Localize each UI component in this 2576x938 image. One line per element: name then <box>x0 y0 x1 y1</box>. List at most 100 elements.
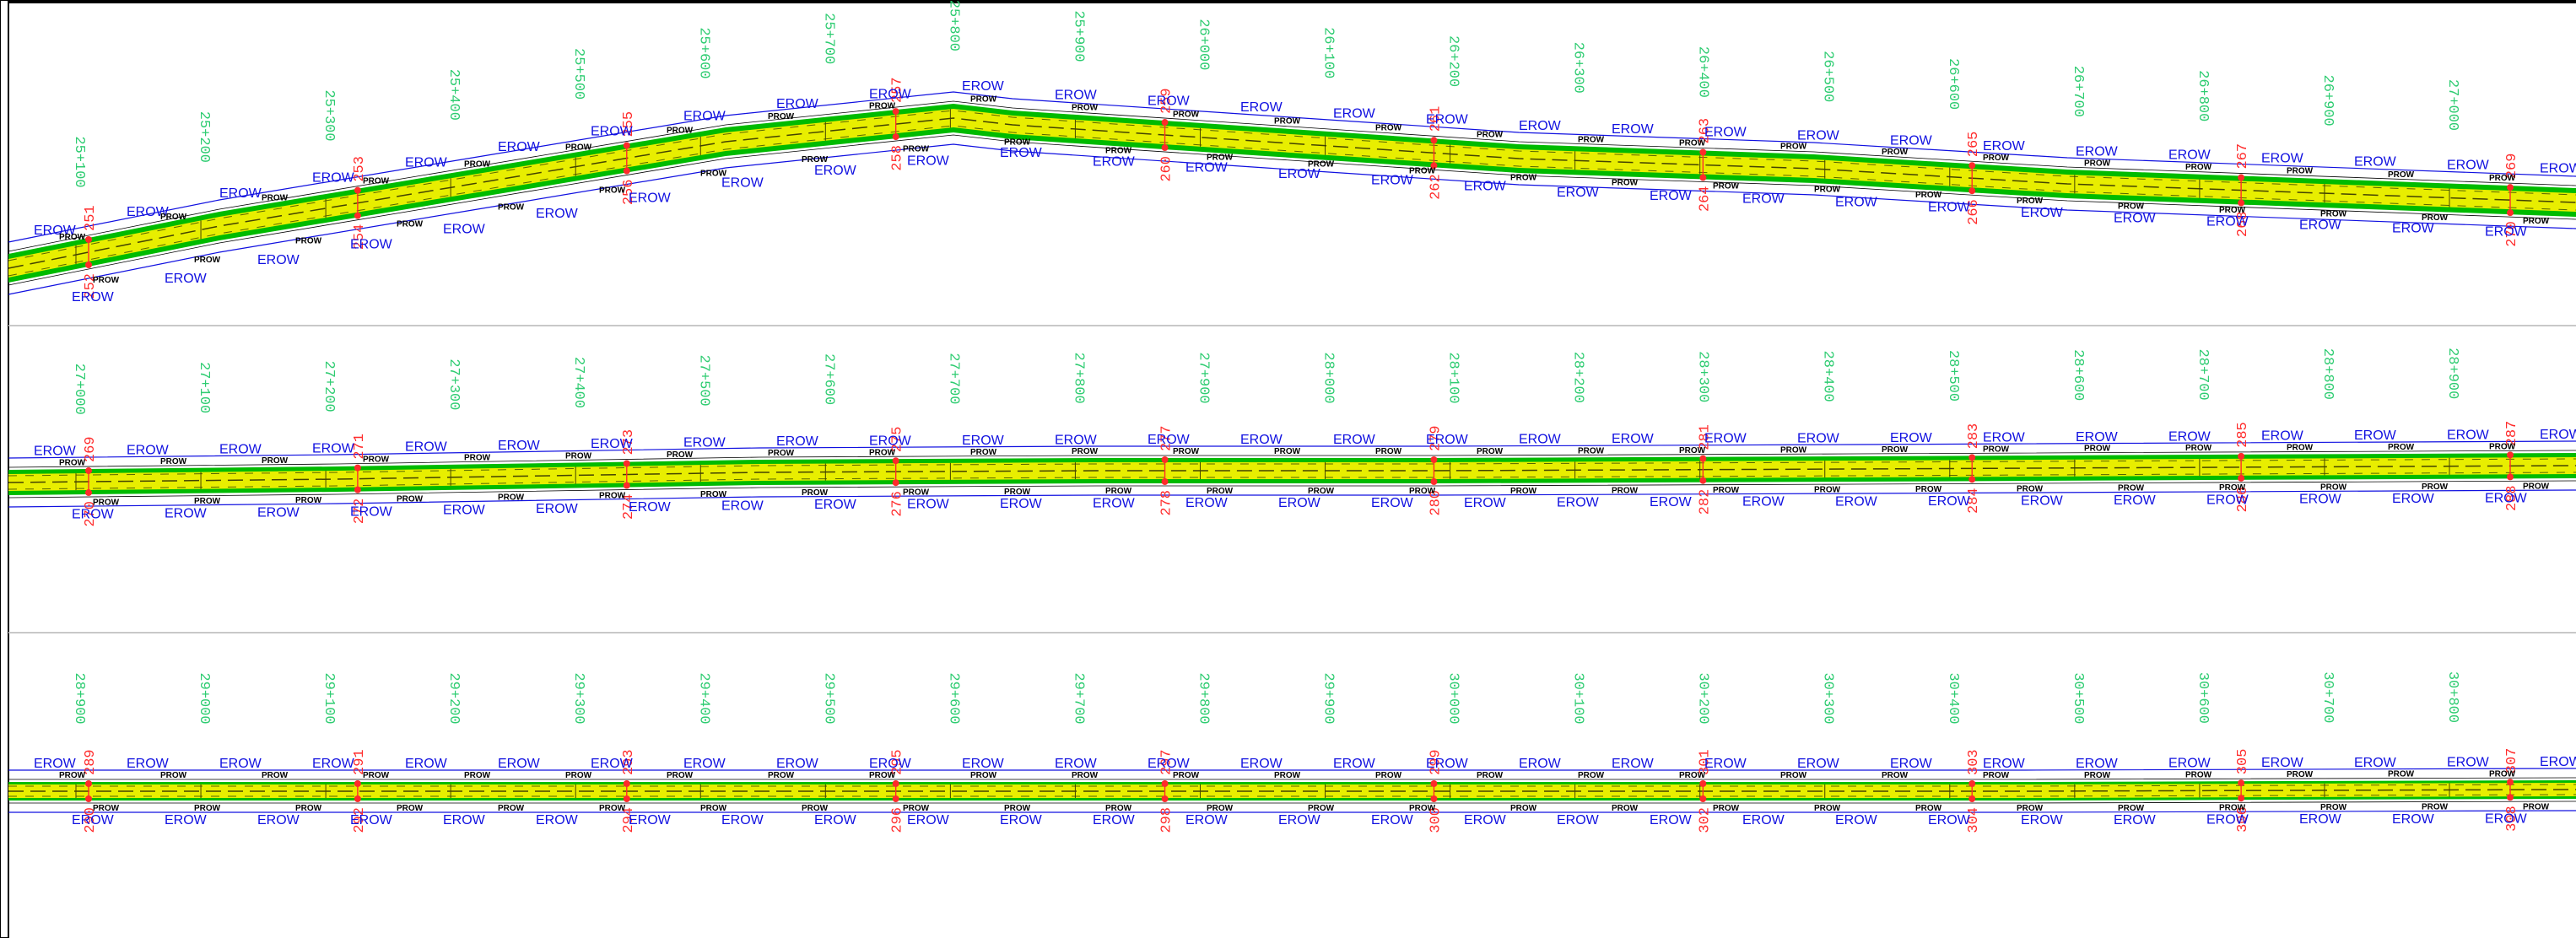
prow-label: PROW <box>1409 487 1436 496</box>
reference-point-label-bottom: 302 <box>1697 807 1713 833</box>
erow-label: EROW <box>2206 214 2249 229</box>
lane-line <box>8 784 2576 787</box>
station-label: 29+100 <box>321 672 337 724</box>
station-label: 28+100 <box>1445 352 1461 403</box>
station-label: 30+000 <box>1445 672 1461 724</box>
prow-label: PROW <box>363 771 390 780</box>
erow-label: EROW <box>962 79 1005 94</box>
reference-point-label-bottom: 294 <box>621 807 637 833</box>
prow-label: PROW <box>1578 446 1605 456</box>
erow-label: EROW <box>2540 161 2576 175</box>
erow-label: EROW <box>2485 811 2528 826</box>
reference-point-label-top: 273 <box>621 429 637 456</box>
reference-point-label-bottom: 286 <box>2235 487 2251 513</box>
station-label: 25+700 <box>820 13 836 64</box>
erow-label: EROW <box>1650 495 1693 509</box>
erow-label: EROW <box>814 498 857 512</box>
prow-label: PROW <box>1510 487 1537 496</box>
prow-label: PROW <box>2523 802 2550 811</box>
reference-point-bottom <box>1161 144 1169 152</box>
erow-label: EROW <box>1093 496 1136 510</box>
prow-label: PROW <box>903 488 930 497</box>
prow-label: PROW <box>1477 771 1504 780</box>
reference-point-label-top: 267 <box>2235 143 2251 170</box>
station-label: 25+300 <box>321 89 337 141</box>
prow-label: PROW <box>2388 770 2415 779</box>
station-label: 28+000 <box>1320 352 1337 403</box>
prow-label: PROW <box>1409 804 1436 813</box>
prow-label: PROW <box>1510 174 1537 183</box>
prow-label: PROW <box>295 804 322 813</box>
station-label: 27+100 <box>196 362 212 413</box>
station-label: 28+200 <box>1570 352 1586 403</box>
reference-point-bottom <box>354 212 361 219</box>
erow-label: EROW <box>962 757 1005 771</box>
prow-label: PROW <box>464 454 491 463</box>
reference-point-label-bottom: 282 <box>1697 489 1713 515</box>
erow-label: EROW <box>629 813 672 827</box>
prow-label: PROW <box>1105 147 1132 156</box>
erow-label: EROW <box>1185 496 1229 510</box>
station-label: 30+300 <box>1820 672 1836 724</box>
prow-label: PROW <box>1510 804 1537 813</box>
station-label: 28+900 <box>2444 348 2460 399</box>
reference-point-label-bottom: 278 <box>1159 490 1175 516</box>
prow-label: PROW <box>700 490 727 499</box>
prow-label: PROW <box>1004 137 1031 147</box>
erow-label: EROW <box>1519 433 1562 447</box>
erow-label: EROW <box>405 440 448 455</box>
station-label: 26+500 <box>1820 51 1836 102</box>
reference-point-bottom <box>1699 795 1707 802</box>
erow-label: EROW <box>257 813 300 827</box>
erow-label: EROW <box>350 238 393 252</box>
prow-label: PROW <box>565 771 592 780</box>
station-label: 29+200 <box>446 672 462 724</box>
station-label: 29+300 <box>570 672 586 724</box>
prow-label: PROW <box>498 804 525 813</box>
erow-label: EROW <box>2540 428 2576 442</box>
prow-label: PROW <box>2320 803 2347 812</box>
reference-point-bottom <box>623 482 630 489</box>
erow-label: EROW <box>34 224 77 238</box>
erow-label: EROW <box>721 813 764 827</box>
erow-label: EROW <box>1148 94 1191 109</box>
erow-label: EROW <box>498 439 541 453</box>
reference-point-label-top: 251 <box>83 205 99 231</box>
erow-label: EROW <box>1371 173 1414 187</box>
prow-label: PROW <box>397 804 424 813</box>
erow-label: EROW <box>776 434 819 449</box>
erow-label: EROW <box>1371 496 1414 510</box>
prow-label: PROW <box>498 203 525 213</box>
erow-label: EROW <box>127 757 170 771</box>
prow-label: PROW <box>262 771 289 780</box>
station-label: 29+400 <box>695 672 711 724</box>
reference-point-label-bottom: 256 <box>621 180 637 206</box>
reference-point-label-top: 307 <box>2504 748 2520 774</box>
lane-line <box>8 794 2576 797</box>
reference-point-bottom <box>1430 795 1438 802</box>
station-label: 26+900 <box>2319 75 2336 127</box>
prow-label: PROW <box>2084 771 2111 780</box>
erow-label: EROW <box>1000 497 1043 511</box>
reference-point-label-top: 297 <box>1159 749 1175 775</box>
erow-label: EROW <box>2447 429 2490 443</box>
prow-label: PROW <box>2118 484 2145 493</box>
prow-label: PROW <box>464 160 491 170</box>
station-label: 28+300 <box>1695 351 1711 402</box>
station-label: 26+400 <box>1695 46 1711 98</box>
station-label: 30+600 <box>2195 672 2211 724</box>
prow-label: PROW <box>93 498 120 507</box>
prow-label: PROW <box>1004 488 1031 497</box>
erow-label: EROW <box>591 437 634 451</box>
reference-point-bottom <box>892 133 899 141</box>
prow-label: PROW <box>970 771 997 780</box>
prow-label: PROW <box>2422 482 2449 492</box>
erow-label: EROW <box>1612 757 1655 771</box>
prow-label: PROW <box>93 804 120 813</box>
prow-label: PROW <box>1612 804 1639 813</box>
prow-label: PROW <box>295 496 322 505</box>
reference-point-bottom <box>1968 476 1976 483</box>
erow-label: EROW <box>907 497 950 511</box>
erow-label: EROW <box>776 97 819 111</box>
prow-label: PROW <box>1072 447 1099 456</box>
